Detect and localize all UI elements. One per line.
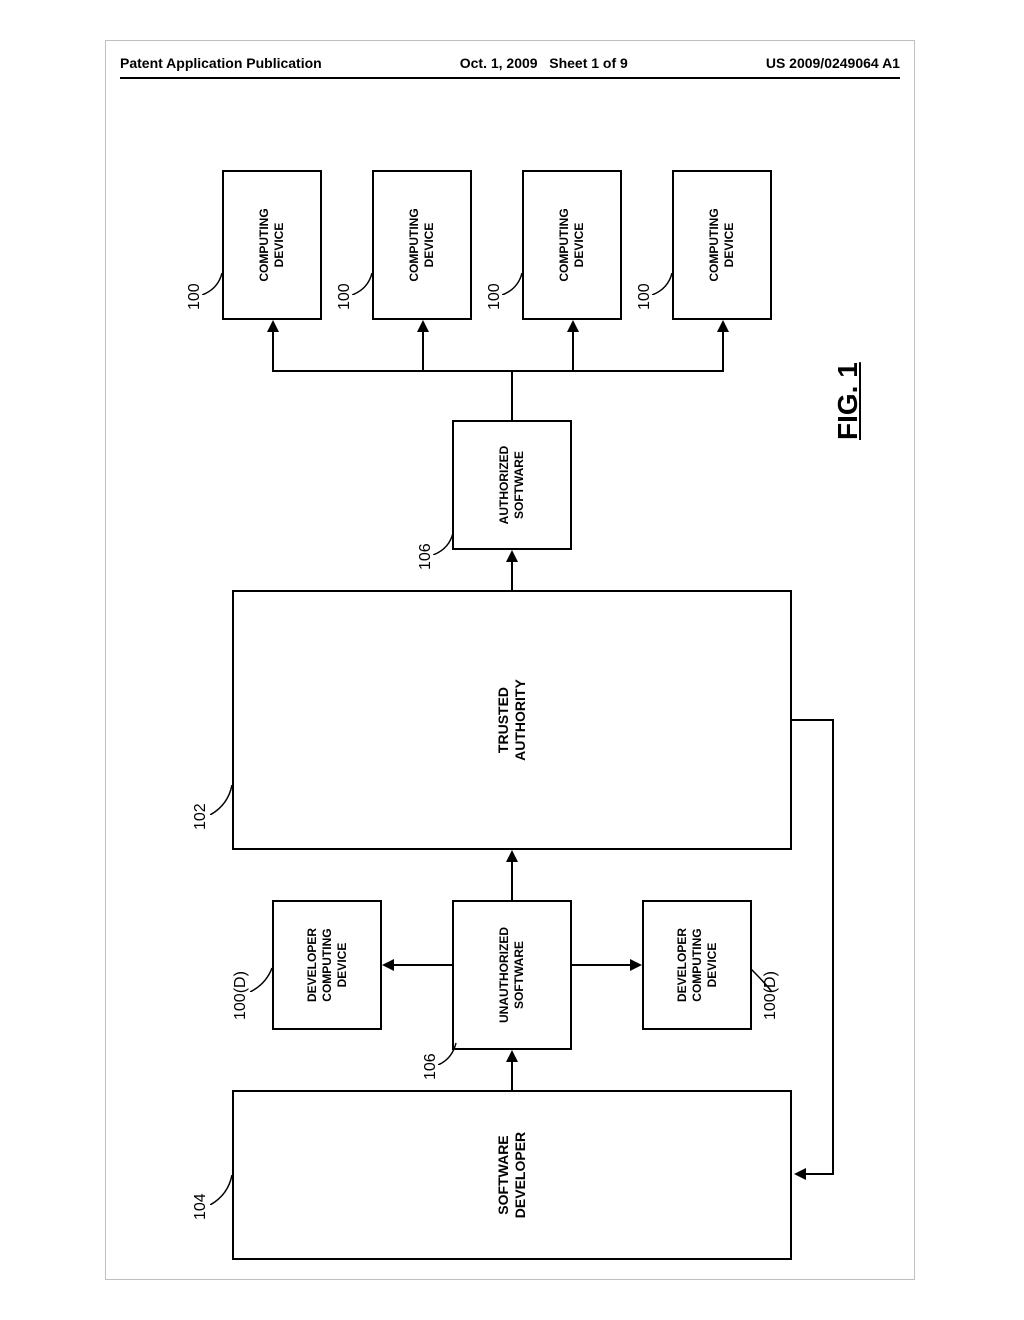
label-authorized-software: AUTHORIZEDSOFTWARE — [497, 446, 527, 525]
label-trusted-authority: TRUSTEDAUTHORITY — [495, 679, 530, 761]
arrowhead-fb — [794, 1168, 806, 1180]
arrow-us-dd2 — [572, 964, 632, 966]
arrowhead-sd-us — [506, 1050, 518, 1062]
lead-100d-top — [250, 962, 274, 992]
lead-102 — [210, 775, 234, 815]
lead-100-3 — [502, 269, 524, 295]
figure-canvas: SOFTWAREDEVELOPER 104 DEVELOPERCOMPUTING… — [132, 140, 892, 1260]
label-software-developer: SOFTWAREDEVELOPER — [495, 1132, 530, 1218]
lead-106-left — [438, 1039, 458, 1065]
page-header: Patent Application Publication Oct. 1, 2… — [120, 55, 900, 79]
label-cd-3: COMPUTINGDEVICE — [557, 208, 587, 281]
label-cd-4: COMPUTINGDEVICE — [707, 208, 737, 281]
arrow-as-bus — [511, 370, 513, 420]
page: Patent Application Publication Oct. 1, 2… — [0, 0, 1024, 1320]
arrow-cd4 — [722, 330, 724, 372]
lead-100d-bottom — [750, 962, 774, 992]
box-dev-device-top: DEVELOPERCOMPUTINGDEVICE — [272, 900, 382, 1030]
arrowhead-us-dd1 — [382, 959, 394, 971]
box-authorized-software: AUTHORIZEDSOFTWARE — [452, 420, 572, 550]
lead-106-right — [433, 529, 455, 555]
arrow-cd3 — [572, 330, 574, 372]
figure-label: FIG. 1 — [832, 362, 864, 440]
box-computing-device-2: COMPUTINGDEVICE — [372, 170, 472, 320]
label-unauthorized-software: UNAUTHORIZEDSOFTWARE — [497, 927, 527, 1023]
label-dev-device-bottom: DEVELOPERCOMPUTINGDEVICE — [675, 928, 720, 1002]
arrowhead-cd1 — [267, 320, 279, 332]
box-computing-device-4: COMPUTINGDEVICE — [672, 170, 772, 320]
box-dev-device-bottom: DEVELOPERCOMPUTINGDEVICE — [642, 900, 752, 1030]
header-left: Patent Application Publication — [120, 55, 322, 77]
box-computing-device-1: COMPUTINGDEVICE — [222, 170, 322, 320]
box-computing-device-3: COMPUTINGDEVICE — [522, 170, 622, 320]
arrow-ta-as — [511, 560, 513, 590]
header-right: US 2009/0249064 A1 — [766, 55, 900, 77]
arrow-us-dd1 — [392, 964, 452, 966]
header-center: Oct. 1, 2009 Sheet 1 of 9 — [460, 55, 628, 77]
lead-104 — [210, 1165, 234, 1205]
arrowhead-cd2 — [417, 320, 429, 332]
arrow-cd1 — [272, 330, 274, 372]
bus-vertical — [272, 370, 722, 372]
arrowhead-us-dd2 — [630, 959, 642, 971]
ref-104: 104 — [192, 1193, 210, 1220]
box-unauthorized-software: UNAUTHORIZEDSOFTWARE — [452, 900, 572, 1050]
label-cd-2: COMPUTINGDEVICE — [407, 208, 437, 281]
arrow-fb-v1 — [792, 719, 832, 721]
arrow-cd2 — [422, 330, 424, 372]
arrowhead-us-ta — [506, 850, 518, 862]
box-software-developer: SOFTWAREDEVELOPER — [232, 1090, 792, 1260]
lead-100-4 — [652, 269, 674, 295]
arrowhead-ta-as — [506, 550, 518, 562]
arrow-sd-us — [511, 1060, 513, 1090]
label-cd-1: COMPUTINGDEVICE — [257, 208, 287, 281]
arrow-us-ta — [511, 860, 513, 900]
arrowhead-cd3 — [567, 320, 579, 332]
lead-100-2 — [352, 269, 374, 295]
box-trusted-authority: TRUSTEDAUTHORITY — [232, 590, 792, 850]
lead-100-1 — [202, 269, 224, 295]
arrowhead-cd4 — [717, 320, 729, 332]
arrow-fb-h — [832, 719, 834, 1175]
ref-100d-top: 100(D) — [232, 971, 250, 1020]
ref-102: 102 — [192, 803, 210, 830]
arrow-fb-v2 — [804, 1173, 834, 1175]
label-dev-device-top: DEVELOPERCOMPUTINGDEVICE — [305, 928, 350, 1002]
